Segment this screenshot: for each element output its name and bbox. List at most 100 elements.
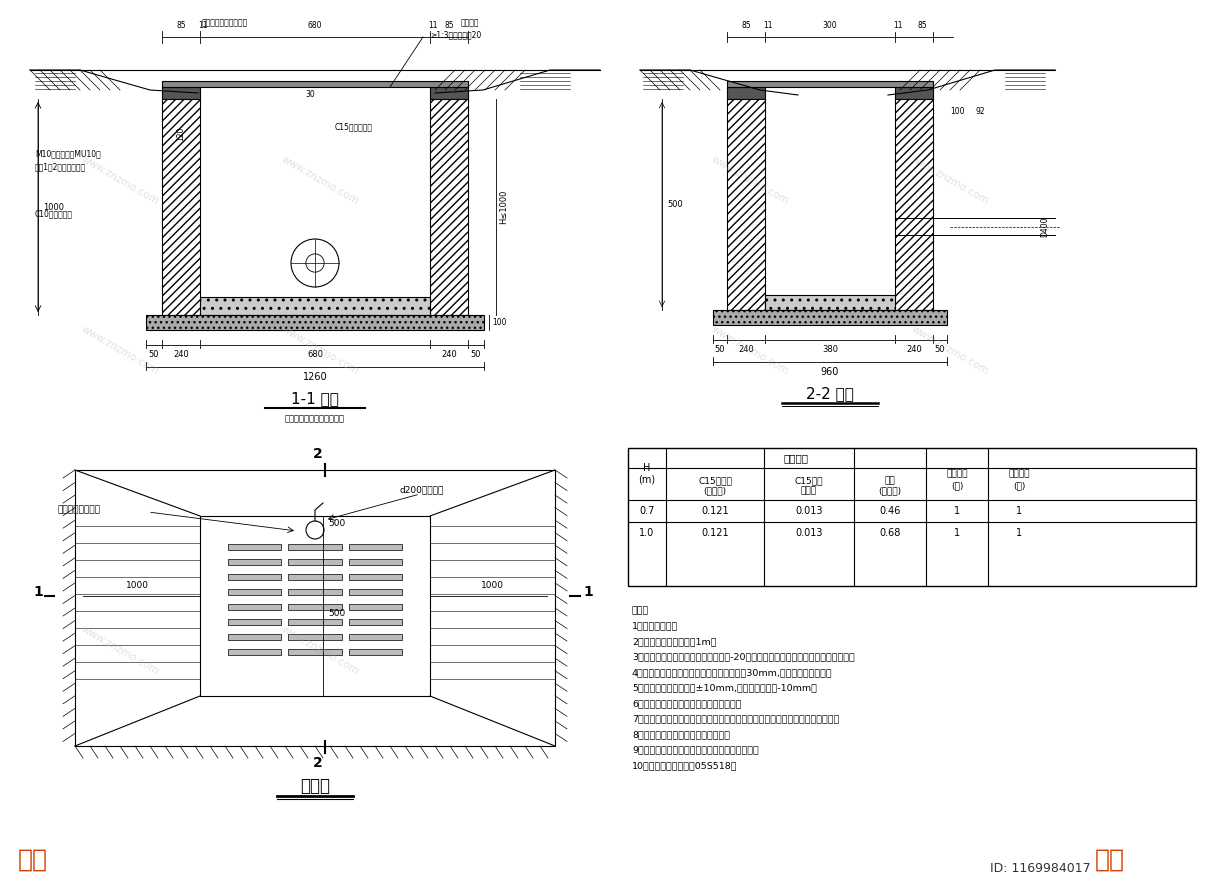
Bar — [289, 604, 342, 610]
Text: 1000: 1000 — [481, 581, 504, 590]
Text: 11: 11 — [893, 21, 903, 30]
Text: www.znzmo.com: www.znzmo.com — [280, 154, 361, 206]
Bar — [628, 448, 1196, 586]
Text: www.znzmo.com: www.znzmo.com — [910, 154, 990, 206]
Bar — [765, 295, 895, 310]
Text: www.znzmo.com: www.znzmo.com — [280, 324, 361, 376]
Text: 500: 500 — [667, 200, 683, 209]
Text: ID: 1169984017: ID: 1169984017 — [990, 861, 1090, 874]
Text: 0.013: 0.013 — [795, 528, 822, 538]
Text: 1.0: 1.0 — [639, 528, 654, 538]
Text: 1: 1 — [1016, 506, 1022, 516]
Text: 注：带防松、防臭雨水口盖: 注：带防松、防臭雨水口盖 — [285, 414, 345, 424]
Text: www.znzmo.com: www.znzmo.com — [280, 624, 361, 676]
Text: d200雨水口管: d200雨水口管 — [400, 486, 445, 495]
Text: 1: 1 — [583, 585, 593, 599]
Text: D400: D400 — [1040, 216, 1049, 237]
Text: 680: 680 — [308, 21, 323, 30]
Bar — [289, 589, 342, 595]
Bar — [430, 99, 468, 315]
Text: www.znzmo.com: www.znzmo.com — [710, 324, 790, 376]
Text: 85: 85 — [917, 21, 927, 30]
Text: 100: 100 — [492, 318, 507, 327]
Text: 680: 680 — [307, 350, 323, 359]
Text: 2、雨水口深度不宜大于1m。: 2、雨水口深度不宜大于1m。 — [632, 637, 716, 646]
Bar — [228, 634, 281, 640]
Text: C15砌石
混凝土: C15砌石 混凝土 — [795, 476, 823, 496]
Bar — [200, 516, 430, 696]
Text: 240: 240 — [441, 350, 457, 359]
Text: 1: 1 — [954, 528, 960, 538]
Text: 240: 240 — [738, 345, 754, 354]
Bar — [289, 559, 342, 565]
Bar — [146, 315, 484, 330]
Text: 120: 120 — [177, 127, 185, 142]
Text: 5、平面尺寸误差不超过±10mm,高程误差不超过-10mm。: 5、平面尺寸误差不超过±10mm,高程误差不超过-10mm。 — [632, 683, 817, 692]
Text: 50: 50 — [149, 350, 160, 359]
Text: 11: 11 — [764, 21, 772, 30]
Text: 1000: 1000 — [125, 581, 149, 590]
Text: www.znzmo.com: www.znzmo.com — [910, 324, 990, 376]
Text: 1: 1 — [954, 506, 960, 516]
Text: 10、未详尽之处参照图05S518。: 10、未详尽之处参照图05S518。 — [632, 761, 738, 770]
Text: 铸铁井子: 铸铁井子 — [946, 470, 968, 479]
Text: 铸铁井圈: 铸铁井圈 — [1009, 470, 1029, 479]
Text: C15细石混凝土: C15细石混凝土 — [335, 122, 373, 132]
Bar — [289, 634, 342, 640]
Text: 100: 100 — [950, 106, 965, 116]
Text: 2-2 剖面: 2-2 剖面 — [806, 387, 854, 402]
Text: 1: 1 — [33, 585, 43, 599]
Bar — [348, 559, 402, 565]
Bar — [348, 574, 402, 580]
Bar — [895, 87, 933, 99]
Bar — [228, 619, 281, 625]
Text: 11: 11 — [199, 21, 208, 30]
Text: 9、雨水口应安装截污网篮，防止垃圾进入灌渠。: 9、雨水口应安装截污网篮，防止垃圾进入灌渠。 — [632, 745, 759, 755]
Text: 知末: 知末 — [18, 848, 48, 872]
Bar — [228, 604, 281, 610]
Bar — [76, 470, 555, 746]
Text: 85: 85 — [742, 21, 750, 30]
Text: 4、雨水口井圈表面高程应比该处道路路面低30mm,并与附近路面顺接。: 4、雨水口井圈表面高程应比该处道路路面低30mm,并与附近路面顺接。 — [632, 668, 833, 677]
Bar — [228, 649, 281, 655]
Bar — [200, 297, 430, 315]
Text: 1-1 剖面: 1-1 剖面 — [291, 391, 339, 406]
Bar — [895, 99, 933, 310]
Text: www.znzmo.com: www.znzmo.com — [79, 624, 161, 676]
Bar — [228, 589, 281, 595]
Bar — [228, 559, 281, 565]
Text: C10混凝土基础: C10混凝土基础 — [35, 210, 73, 219]
Text: 砌体
(立方米): 砌体 (立方米) — [878, 476, 901, 496]
Text: 92: 92 — [974, 106, 984, 116]
Text: 30: 30 — [306, 90, 315, 99]
Bar — [289, 619, 342, 625]
Text: 铸铁井圈及铸铁多孔子: 铸铁井圈及铸铁多孔子 — [202, 19, 248, 27]
Bar — [348, 544, 402, 550]
Text: 说明：: 说明： — [632, 606, 649, 615]
Text: 85: 85 — [177, 21, 186, 30]
Bar — [228, 574, 281, 580]
Text: (个): (个) — [951, 481, 963, 490]
Text: 墙约1：2水泥砂浆勾缝: 墙约1：2水泥砂浆勾缝 — [35, 163, 86, 172]
Text: 雨水口圈: 雨水口圈 — [460, 19, 479, 27]
Text: (个): (个) — [1013, 481, 1026, 490]
Text: 0.013: 0.013 — [795, 506, 822, 516]
Text: 240: 240 — [906, 345, 922, 354]
Text: 3、雨水口井子的设计荷载等级为汽车-20级，使用时应按相关标准，通过出厂检验。: 3、雨水口井子的设计荷载等级为汽车-20级，使用时应按相关标准，通过出厂检验。 — [632, 652, 855, 661]
Text: 0.46: 0.46 — [879, 506, 900, 516]
Text: 960: 960 — [821, 367, 839, 377]
Text: 两块进牙嵌中放置: 两块进牙嵌中放置 — [58, 505, 101, 514]
Bar — [348, 604, 402, 610]
Text: 300: 300 — [822, 21, 837, 30]
Text: 6、砌体砂浆必须饱满，砌筑不应有通缝。: 6、砌体砂浆必须饱满，砌筑不应有通缝。 — [632, 699, 742, 708]
Bar — [162, 99, 200, 315]
Text: 工程数量: 工程数量 — [783, 453, 809, 463]
Bar — [348, 589, 402, 595]
Text: 11: 11 — [429, 21, 437, 30]
Text: 1、单位：毫米。: 1、单位：毫米。 — [632, 621, 678, 630]
Text: 380: 380 — [822, 345, 838, 354]
Text: www.znzmo.com: www.znzmo.com — [79, 154, 161, 206]
Bar — [289, 574, 342, 580]
Text: 8、雨水口应管防蚊、防臭雨水口盖。: 8、雨水口应管防蚊、防臭雨水口盖。 — [632, 730, 730, 739]
Text: 0.121: 0.121 — [702, 506, 728, 516]
